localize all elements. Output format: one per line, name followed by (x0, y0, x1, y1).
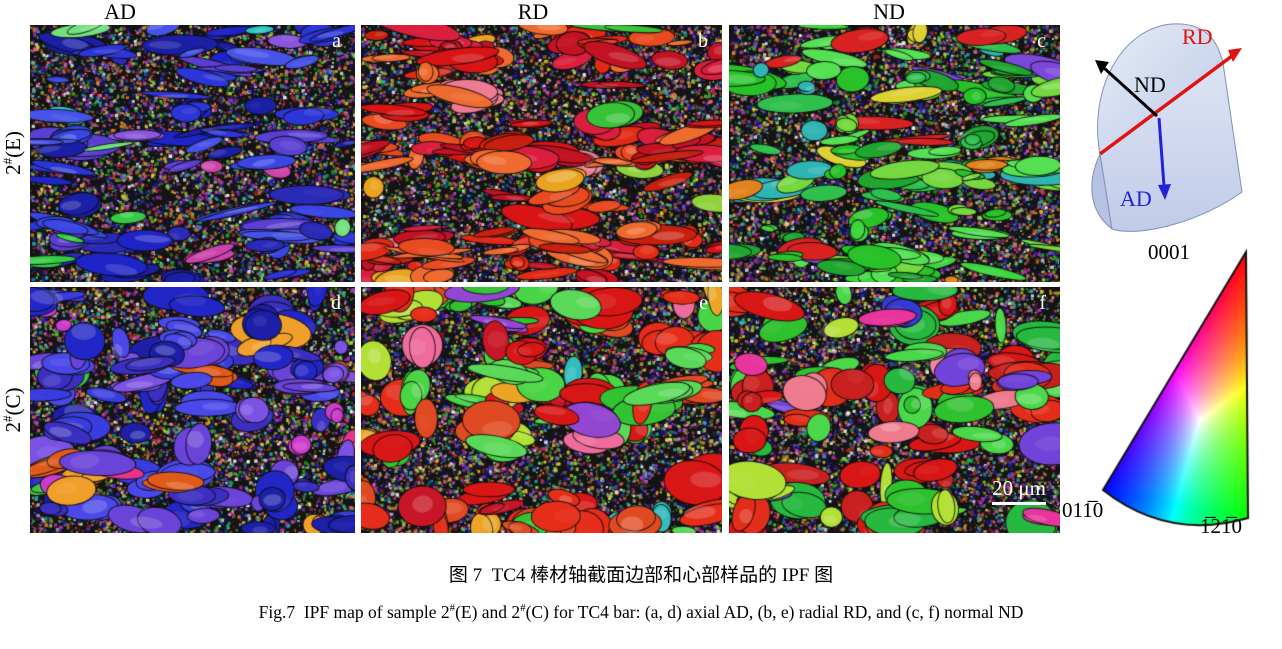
ad-axis-label: AD (1120, 186, 1152, 211)
rd-arrowhead (1228, 48, 1242, 62)
ipf-key-label-1210: 1̅21̅0 (1200, 514, 1242, 538)
cylinder-cut-face (1099, 62, 1243, 232)
ipf-key-label-0001: 0001 (1148, 240, 1190, 264)
ipf-map-panel-a: a (30, 25, 355, 282)
panel-letter-a: a (332, 30, 341, 52)
cylinder-side-surface (1091, 152, 1113, 231)
row-label-2c: 2#(C) (0, 387, 25, 433)
caption-chinese: 图 7 TC4 棒材轴截面边部和心部样品的 IPF 图 (448, 565, 834, 586)
scale-bar-label: 20 μm (992, 476, 1046, 500)
panel-letter-c: c (1037, 30, 1046, 52)
column-header-ad: AD (104, 0, 136, 24)
nd-axis-arrow (1102, 66, 1159, 118)
ipf-map-panel-f: f 20 μm (729, 287, 1060, 533)
panel-letter-e: e (699, 292, 708, 314)
scale-bar: 20 μm (992, 476, 1046, 505)
ipf-key-label-0110: 011̅0 (1062, 498, 1104, 522)
ipf-map-panel-b: b (361, 25, 722, 282)
panel-letter-b: b (698, 30, 708, 52)
cylinder-top-face (1097, 23, 1224, 155)
ad-arrowhead (1158, 184, 1171, 200)
panel-letter-d: d (331, 292, 341, 314)
nd-arrowhead (1095, 60, 1109, 74)
caption-english: Fig.7 IPF map of sample 2#(E) and 2#(C) … (258, 602, 1024, 622)
rd-axis-label: RD (1182, 24, 1213, 49)
row-label-2e: 2#(E) (0, 131, 25, 175)
ebsd-micrograph-c (729, 25, 1060, 282)
ebsd-micrograph-e (361, 287, 722, 533)
ipf-map-panel-e: e (361, 287, 722, 533)
ipf-map-panel-c: c (729, 25, 1060, 282)
panel-letter-f: f (1039, 292, 1046, 314)
ipf-map-panel-d: d (30, 287, 355, 533)
ad-axis-arrow (1157, 117, 1166, 187)
column-header-nd: ND (873, 0, 905, 24)
sample-orientation-diagram: RD ND AD (1091, 23, 1243, 232)
ebsd-micrograph-f (729, 287, 1060, 533)
rd-axis-arrow (1098, 54, 1234, 156)
column-header-rd: RD (517, 0, 549, 24)
ipf-color-key-triangle (1096, 243, 1258, 541)
ebsd-micrograph-a (30, 25, 355, 282)
ebsd-micrograph-b (361, 25, 722, 282)
ebsd-micrograph-d (30, 287, 355, 533)
scale-bar-line (992, 502, 1046, 505)
nd-axis-label: ND (1134, 72, 1166, 97)
